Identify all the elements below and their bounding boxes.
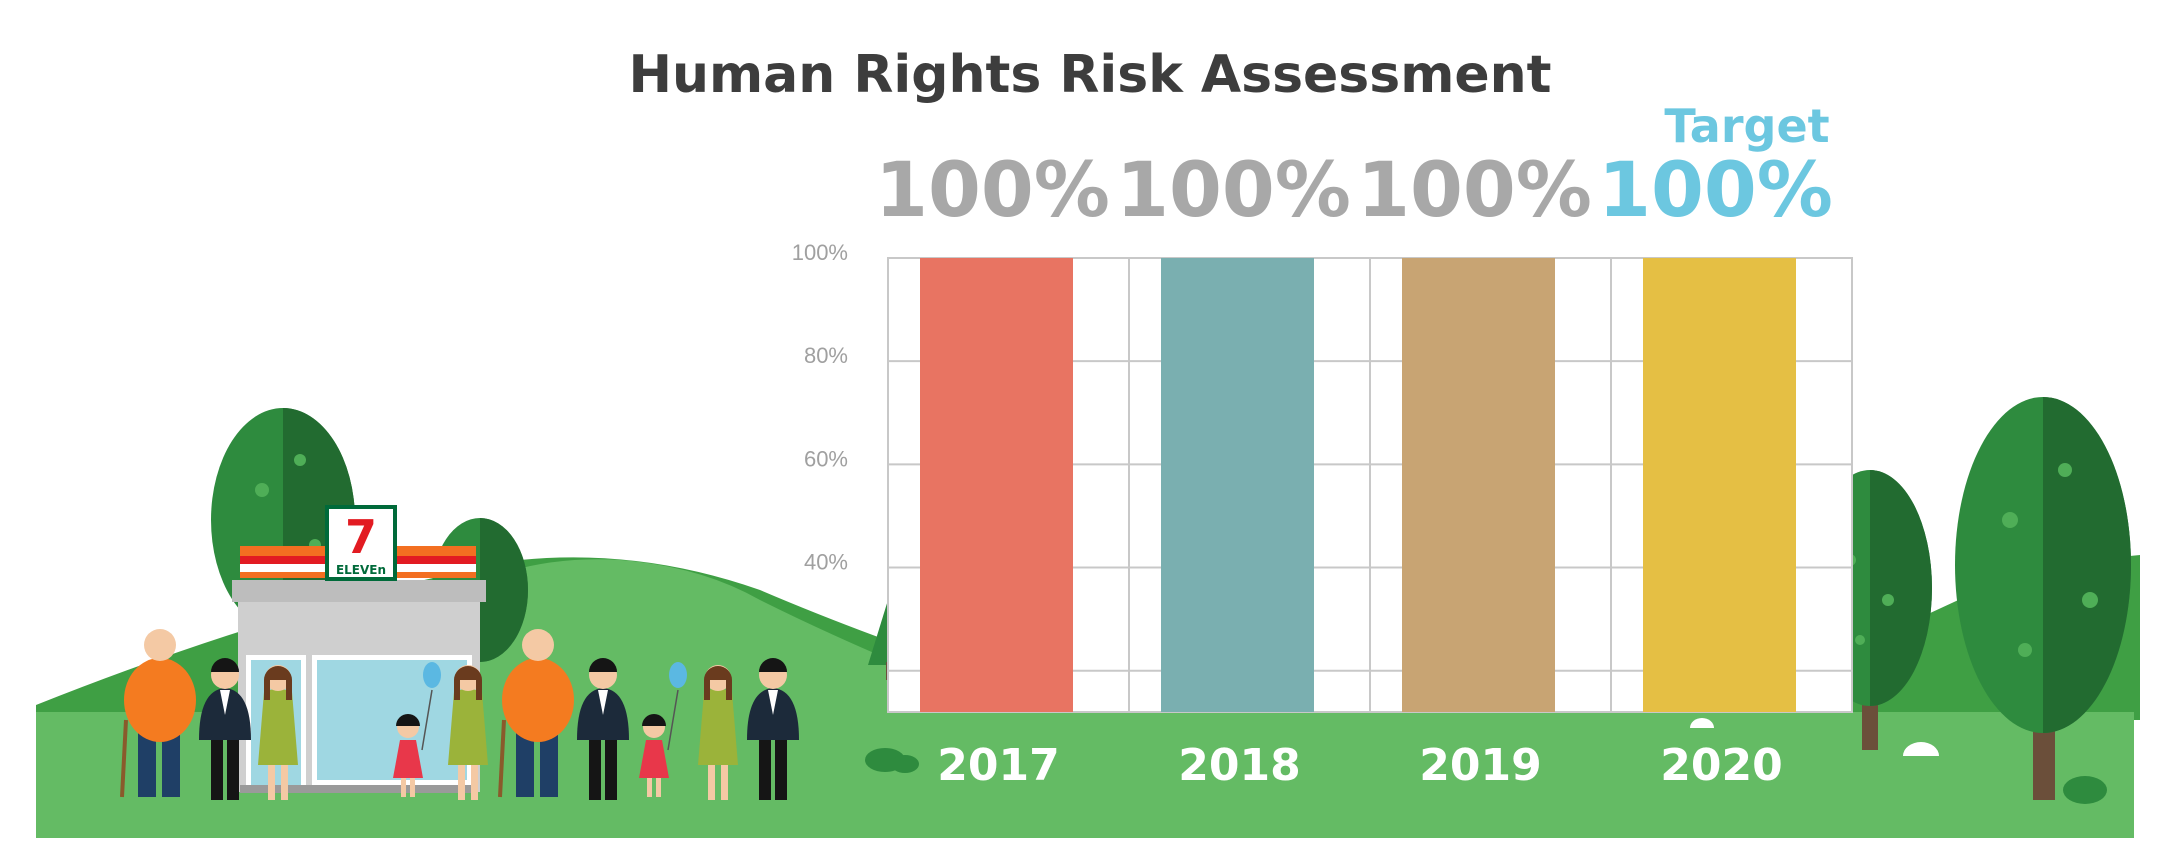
category-labels: 2017 2018 2019 2020 <box>937 740 1782 791</box>
store-logo-text: ELEVEn <box>336 563 386 577</box>
store-logo: 7 ELEVEn <box>325 505 397 581</box>
person-elder <box>498 629 574 798</box>
value-label-2017: 100% <box>875 145 1110 234</box>
person-woman <box>258 665 298 800</box>
person-elder <box>120 629 196 798</box>
y-tick-label: 60% <box>804 446 848 471</box>
bar-2018 <box>1161 258 1314 712</box>
category-label-2017: 2017 <box>937 740 1059 791</box>
person-man <box>747 658 799 800</box>
bushes <box>865 718 2107 804</box>
y-tick-label: 40% <box>804 550 848 575</box>
people-group <box>120 629 799 800</box>
category-label-2019: 2019 <box>1419 740 1541 791</box>
y-ticks: 100% 80% 60% 40% <box>792 240 848 575</box>
chart-title: Human Rights Risk Assessment <box>628 45 1551 105</box>
category-label-2018: 2018 <box>1178 740 1300 791</box>
person-girl <box>393 662 441 797</box>
value-label-2018: 100% <box>1116 145 1351 234</box>
person-woman <box>448 665 488 800</box>
bar-chart: Human Rights Risk Assessment Target 100%… <box>628 45 1853 791</box>
store-logo-number: 7 <box>345 510 377 564</box>
value-labels: 100% 100% 100% 100% <box>875 145 1833 234</box>
bar-2019 <box>1402 258 1555 712</box>
value-label-2019: 100% <box>1357 145 1592 234</box>
target-label: Target <box>1664 99 1829 153</box>
tree-right-large <box>1955 397 2131 800</box>
person-girl <box>639 662 687 797</box>
bar-2017 <box>920 258 1073 712</box>
y-tick-label: 100% <box>792 240 848 265</box>
y-tick-label: 80% <box>804 343 848 368</box>
bars <box>920 258 1796 712</box>
person-woman <box>698 665 738 800</box>
category-label-2020: 2020 <box>1660 740 1782 791</box>
person-man <box>577 658 629 800</box>
value-label-2020: 100% <box>1598 145 1833 234</box>
bar-2020 <box>1643 258 1796 712</box>
person-man <box>199 658 251 800</box>
